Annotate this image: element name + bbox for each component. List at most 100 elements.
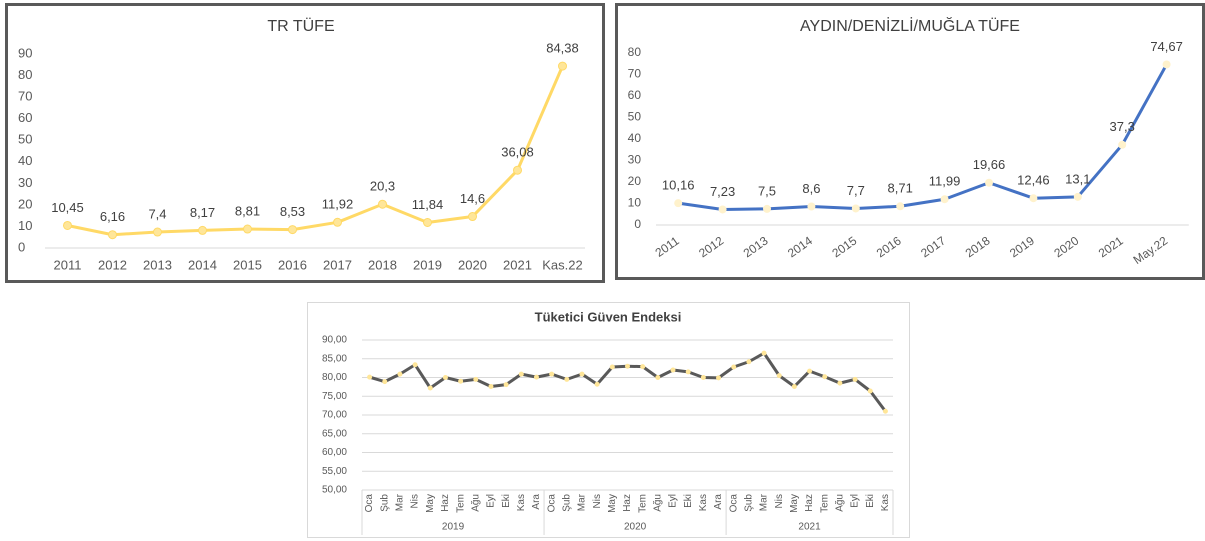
x-tick-label: Şub xyxy=(379,494,390,512)
group-label: 2021 xyxy=(798,522,821,533)
x-tick-label: Haz xyxy=(440,494,451,512)
x-tick-label: Eki xyxy=(865,494,876,508)
x-tick-label: May xyxy=(789,494,800,513)
x-tick-label: Kas xyxy=(880,494,891,511)
y-tick-label: 65,00 xyxy=(322,428,347,439)
x-tick-label: Nis xyxy=(774,494,785,508)
x-tick-label: May xyxy=(607,494,618,513)
marker xyxy=(807,368,813,374)
x-tick-label: 2011 xyxy=(54,257,82,272)
marker xyxy=(288,225,297,235)
marker xyxy=(594,381,600,387)
data-label: 11,92 xyxy=(322,197,354,212)
marker xyxy=(63,220,72,230)
marker xyxy=(700,375,706,380)
data-label: 8,81 xyxy=(235,203,260,218)
x-tick-label: Eyl xyxy=(850,494,861,508)
line xyxy=(67,65,564,237)
x-tick-label: Oca xyxy=(364,494,375,513)
marker xyxy=(896,202,905,211)
marker xyxy=(609,364,615,370)
marker xyxy=(807,202,816,211)
y-tick-label: 70 xyxy=(628,67,642,81)
x-tick-label: Mar xyxy=(395,493,406,511)
y-tick-label: 70 xyxy=(18,89,32,104)
group-label: 2020 xyxy=(624,522,647,533)
x-tick-label: Kas.22 xyxy=(542,257,582,272)
x-tick-label: 2014 xyxy=(188,257,217,272)
data-label: 12,46 xyxy=(1017,173,1050,188)
marker xyxy=(985,178,993,187)
marker xyxy=(458,378,464,384)
marker xyxy=(940,195,949,204)
marker xyxy=(367,374,373,380)
marker xyxy=(412,362,418,368)
marker xyxy=(558,61,567,71)
x-tick-label: 2016 xyxy=(278,257,307,272)
marker xyxy=(882,408,888,414)
marker xyxy=(442,375,448,380)
marker xyxy=(397,371,403,377)
x-tick-label: Kas xyxy=(516,494,527,511)
data-label: 11,84 xyxy=(412,197,444,212)
data-label: 20,3 xyxy=(370,179,395,194)
y-tick-label: 85,00 xyxy=(322,353,347,364)
x-tick-label: Mar xyxy=(759,493,770,511)
y-tick-label: 10 xyxy=(18,218,32,233)
marker xyxy=(468,212,477,222)
x-tick-label: Haz xyxy=(804,494,815,512)
marker xyxy=(718,205,727,214)
x-tick-label: Mar xyxy=(577,493,588,511)
marker xyxy=(198,225,207,235)
data-label: 8,71 xyxy=(888,181,913,196)
y-tick-label: 20 xyxy=(628,174,642,188)
y-tick-label: 50 xyxy=(18,132,32,147)
x-tick-label: 2018 xyxy=(368,257,397,272)
y-tick-label: 40 xyxy=(628,131,642,145)
x-tick-label: Ağu xyxy=(835,494,846,512)
y-tick-label: 90,00 xyxy=(322,335,347,346)
y-tick-label: 70,00 xyxy=(322,410,347,421)
x-tick-label: Eki xyxy=(683,494,694,508)
x-tick-label: 2015 xyxy=(233,257,262,272)
marker xyxy=(852,376,858,382)
y-tick-label: 60 xyxy=(628,88,642,102)
data-label: 7,4 xyxy=(148,206,166,221)
x-tick-label: Tem xyxy=(819,494,830,513)
chart-title: AYDIN/DENİZLİ/MUĞLA TÜFE xyxy=(800,16,1020,35)
marker xyxy=(674,199,683,208)
y-tick-label: 90 xyxy=(18,45,32,60)
x-tick-label: Eyl xyxy=(668,494,679,508)
data-label: 10,45 xyxy=(51,200,84,215)
marker xyxy=(822,374,828,380)
marker xyxy=(564,376,570,382)
marker xyxy=(851,204,860,213)
marker xyxy=(837,380,843,386)
x-tick-label: Tem xyxy=(637,494,648,513)
y-tick-label: 60,00 xyxy=(322,447,347,458)
x-tick-label: Ağu xyxy=(470,494,481,512)
x-tick-label: 2021 xyxy=(503,257,532,272)
x-tick-label: Nis xyxy=(410,494,421,508)
marker xyxy=(533,374,539,380)
chart-title: Tüketici Güven Endeksi xyxy=(535,309,682,324)
y-tick-label: 20 xyxy=(18,196,32,211)
data-label: 36,08 xyxy=(501,145,534,160)
y-tick-label: 60 xyxy=(18,110,32,125)
marker xyxy=(579,371,585,377)
x-tick-label: Eki xyxy=(501,494,512,508)
data-label: 19,66 xyxy=(973,157,1006,172)
y-tick-label: 0 xyxy=(18,239,25,254)
group-label: 2019 xyxy=(442,522,465,533)
marker xyxy=(513,165,522,175)
x-tick-label: Nis xyxy=(592,494,603,508)
data-label: 8,17 xyxy=(190,205,215,220)
marker xyxy=(503,382,509,388)
marker xyxy=(640,364,646,370)
line xyxy=(677,63,1168,211)
marker xyxy=(1073,192,1082,201)
x-tick-label: Eyl xyxy=(486,494,497,508)
y-tick-label: 55,00 xyxy=(322,466,347,477)
x-tick-label: Şub xyxy=(561,494,572,512)
